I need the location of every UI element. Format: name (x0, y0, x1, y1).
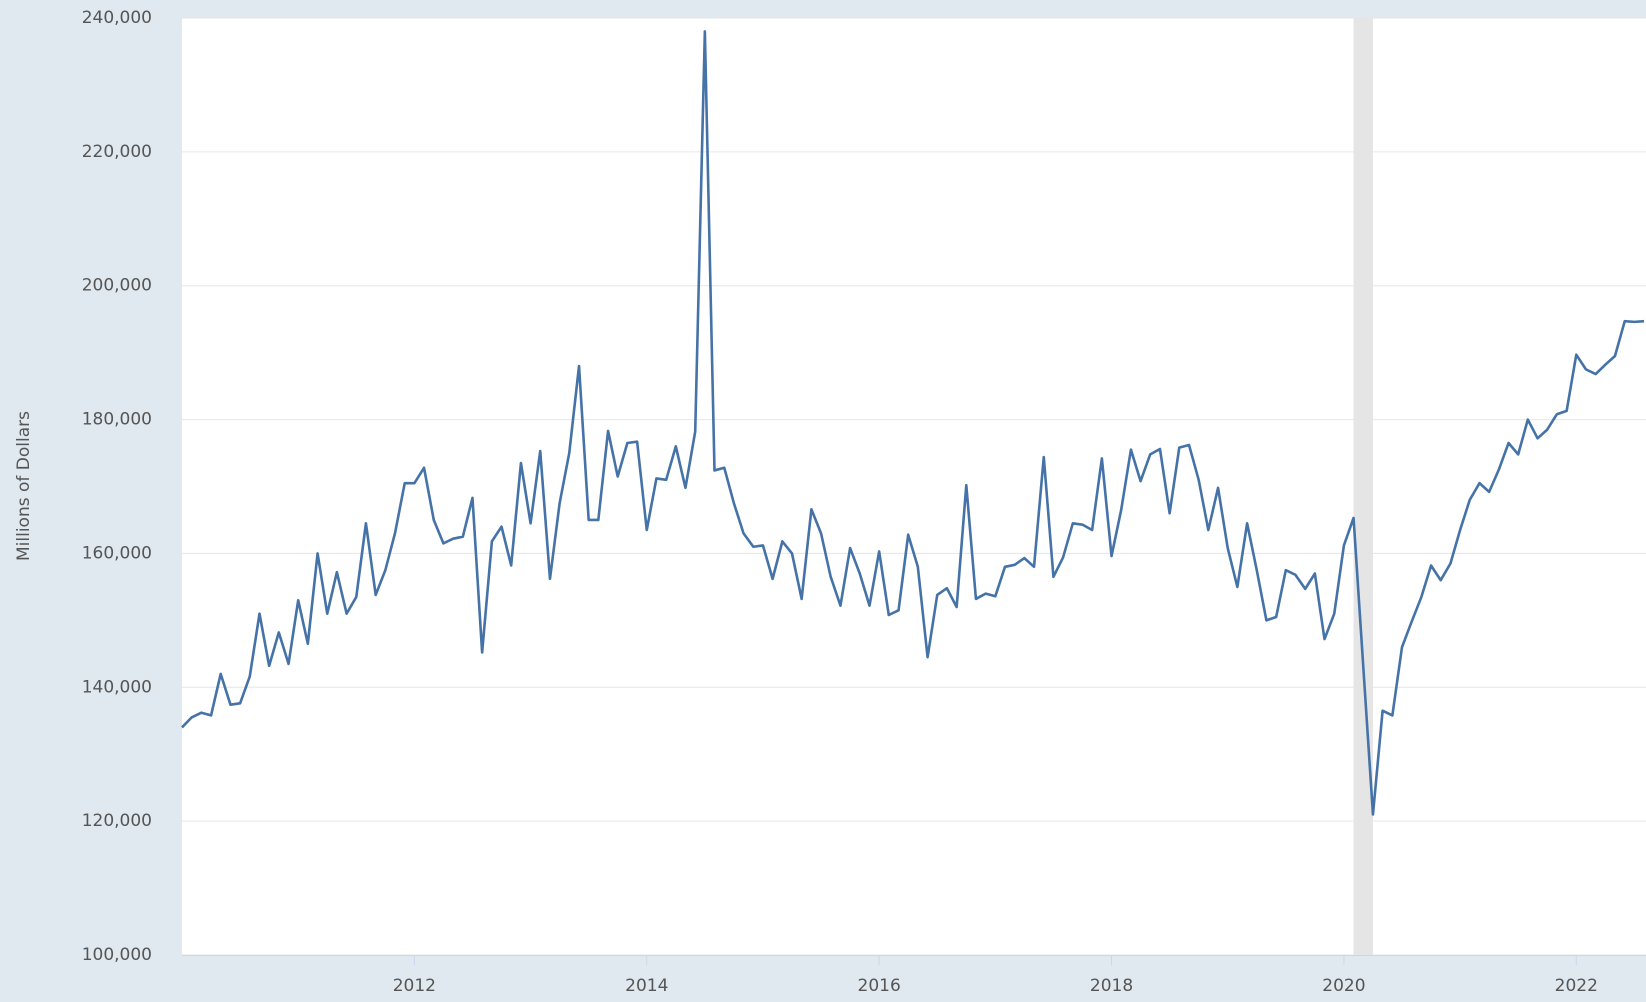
marks (181, 30, 1645, 816)
y-tick-label: 100,000 (82, 945, 152, 965)
y-tick-label: 240,000 (82, 8, 152, 28)
y-tick-label: 120,000 (82, 811, 152, 831)
y-tick-label: 160,000 (82, 543, 152, 563)
plot-area (182, 18, 1646, 955)
data-line (181, 30, 1645, 816)
x-tick-label: 2016 (858, 976, 901, 996)
y-tick-label: 180,000 (82, 410, 152, 430)
grid (182, 17, 1646, 956)
y-axis-label: Millions of Dollars (14, 411, 34, 561)
x-tick-label: 2022 (1555, 976, 1598, 996)
shading (1353, 18, 1373, 955)
x-tick-label: 2020 (1322, 976, 1365, 996)
recession-shading (1353, 18, 1373, 955)
y-tick-label: 200,000 (82, 276, 152, 296)
x-tick-label: 2014 (625, 976, 668, 996)
x-tick-label: 2012 (393, 976, 436, 996)
y-tick-label: 220,000 (82, 142, 152, 162)
y-tick-label: 140,000 (82, 677, 152, 697)
x-tick-label: 2018 (1090, 976, 1133, 996)
